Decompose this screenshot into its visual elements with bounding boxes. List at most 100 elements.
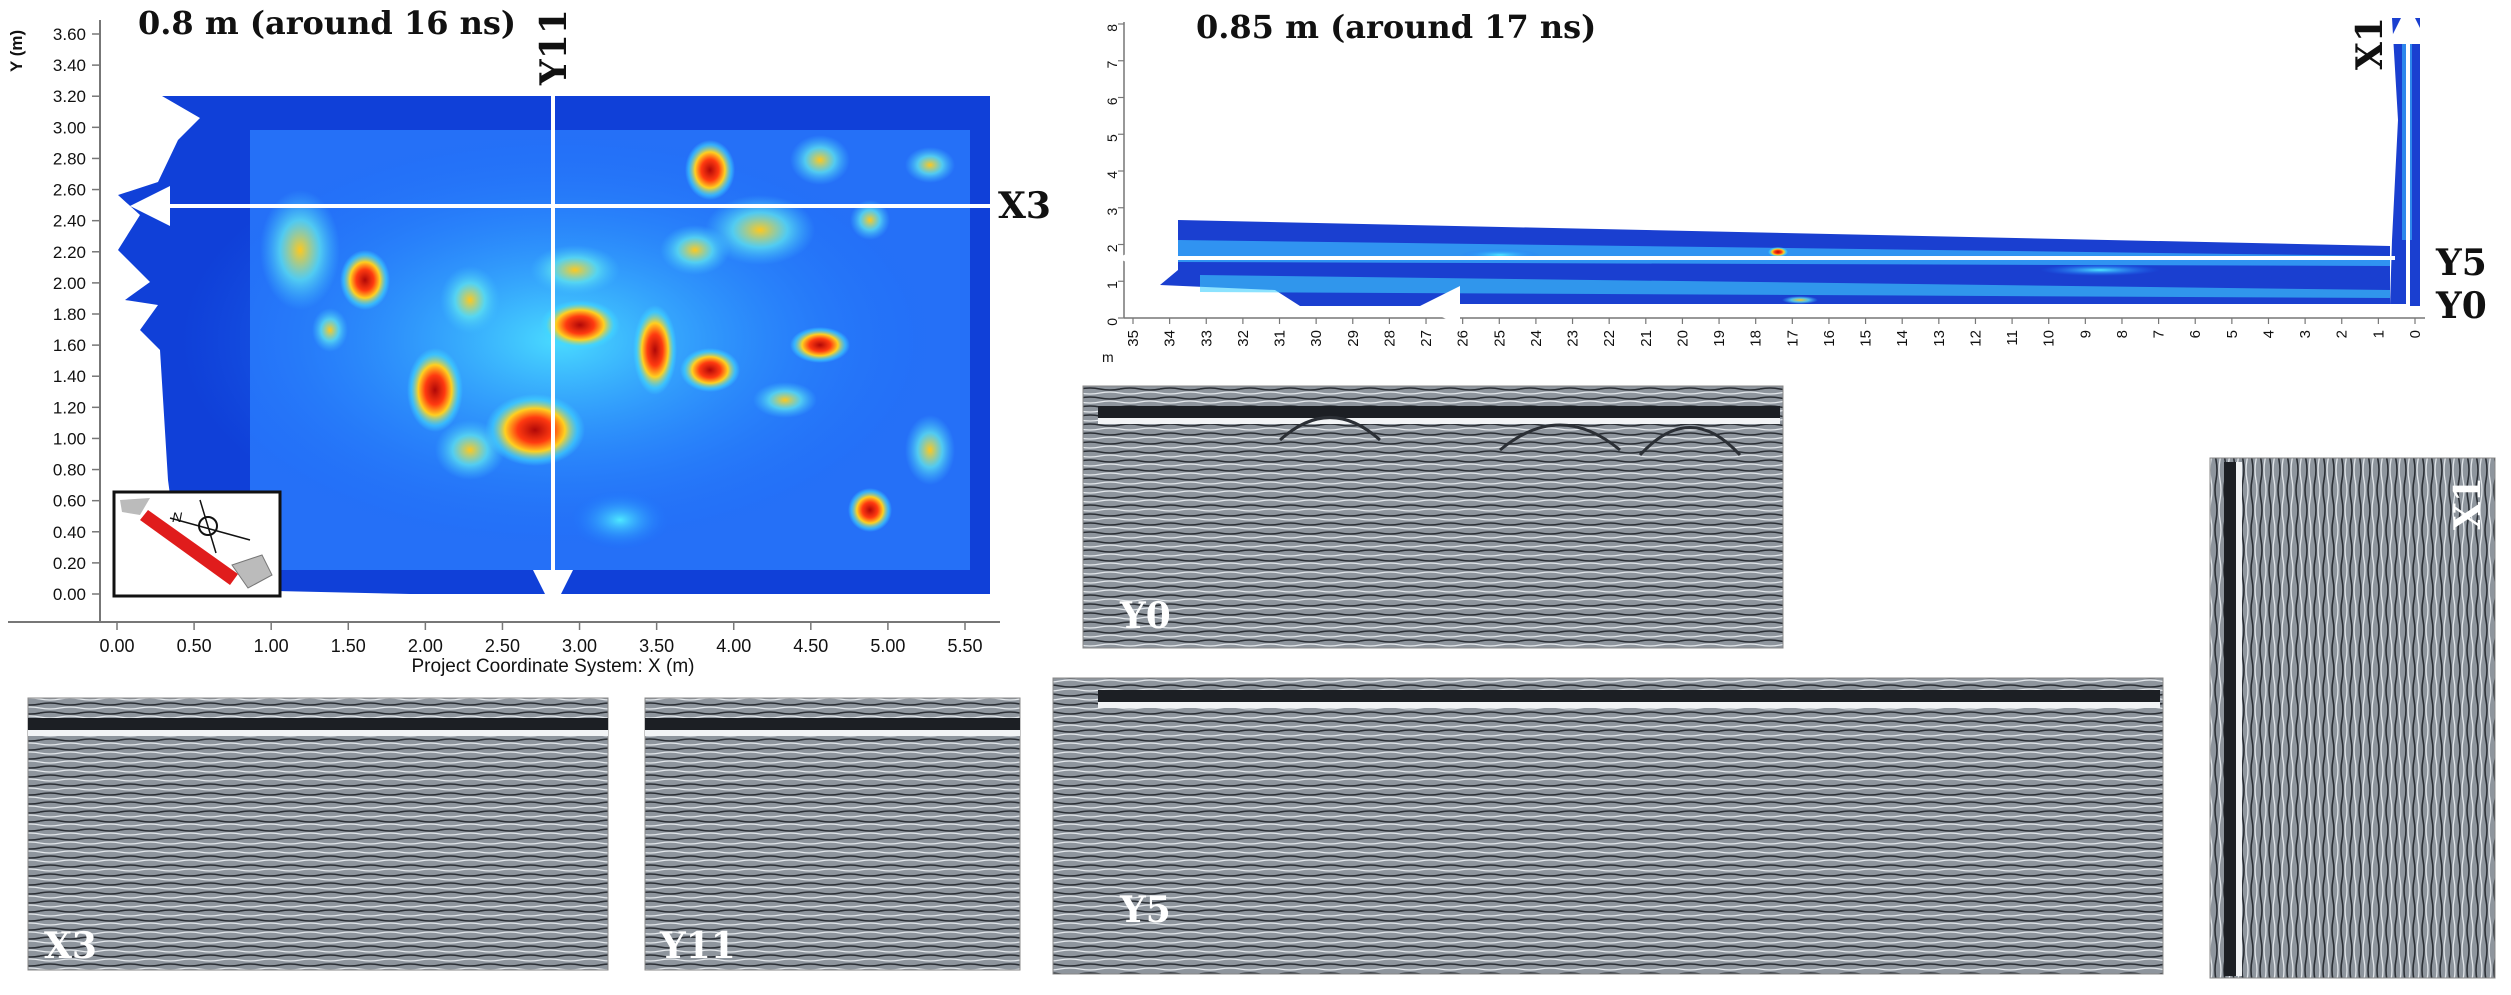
right-map-x-tick-label: 24 — [1528, 330, 1545, 347]
right-map-x-tick-label: 27 — [1418, 330, 1435, 347]
right-map-x-tick-label: 31 — [1272, 330, 1289, 347]
left-map-x-tick-label: 2.00 — [408, 636, 443, 656]
right-map-y-tick-label: 7 — [1104, 61, 1120, 69]
right-map-x-tick-label: 18 — [1748, 330, 1765, 347]
right-map-x-tick-label: 8 — [2114, 330, 2131, 338]
right-map-heat-strip — [1160, 18, 2420, 306]
right-map-x-tick-label: 25 — [1491, 330, 1508, 347]
right-map-x-tick-label: 16 — [1821, 330, 1838, 347]
right-map-x-tick-label: 15 — [1858, 330, 1875, 347]
left-map-y-tick-label: 3.20 — [53, 87, 86, 106]
left-map-x-tick-label: 2.50 — [485, 636, 520, 656]
right-map-x-tick-label: 28 — [1381, 330, 1398, 347]
left-map-y-axis-label: Y (m) — [7, 30, 26, 72]
right-map-x-tick-label: 5 — [2224, 330, 2241, 338]
right-map-y-tick-label: 4 — [1104, 171, 1120, 179]
left-map-y-tick-label: 3.60 — [53, 25, 86, 44]
right-map-x-tick-label: 35 — [1125, 330, 1142, 347]
left-map-x-ticks: 0.00 0.50 1.00 1.50 2.00 2.50 3.00 3.50 4.00 4.50… — [99, 622, 983, 656]
right-map-x-tick-label: 13 — [1931, 330, 1948, 347]
left-map-y-tick-label: 0.60 — [53, 492, 86, 511]
inset-north-label: N — [172, 509, 183, 525]
left-map-y-tick-label: 0.80 — [53, 461, 86, 480]
right-map-x-ticks: 35 34 33 32 31 30 29 28 27 26 25 24 23 22 21 20 19 18 17 16… — [1125, 318, 2424, 347]
right-map-y-ticks: 8 7 6 5 4 3 2 1 0 — [1104, 23, 1124, 326]
left-map-y-tick-label: 2.60 — [53, 181, 86, 200]
left-map-y-tick-label: 1.40 — [53, 367, 86, 386]
right-map-x-tick-label: 30 — [1308, 330, 1325, 347]
left-map-x-tick-label: 4.50 — [793, 636, 828, 656]
right-map-x-tick-label: 26 — [1455, 330, 1472, 347]
profile-label-y0: Y0 — [2435, 285, 2487, 327]
radargram-label-y5: Y5 — [1119, 889, 1171, 931]
profile-label-x1: X1 — [2349, 17, 2391, 70]
right-map-x-tick-label: 2 — [2334, 330, 2351, 338]
right-map-x-tick-label: 22 — [1601, 330, 1618, 347]
radargram-x1: X1 — [2209, 457, 2496, 979]
left-map-x-tick-label: 0.00 — [99, 636, 134, 656]
radargram-y5: Y5 — [1052, 677, 2164, 975]
right-map-x-tick-label: 20 — [1674, 330, 1691, 347]
left-map-x-tick-label: 3.50 — [639, 636, 674, 656]
left-map-x-axis-label: Project Coordinate System: X (m) — [412, 656, 695, 677]
left-map-y-ticks: 3.60 3.40 3.20 3.00 2.80 2.60 2.40 2.20 2.00 1.80… — [53, 25, 100, 604]
radargram-label-x3: X3 — [44, 925, 97, 967]
right-map-x-tick-label: 29 — [1345, 330, 1362, 347]
profile-label-x3: X3 — [998, 185, 1051, 227]
right-map-x-tick-label: 6 — [2187, 330, 2204, 338]
right-map-x-tick-label: 14 — [1894, 330, 1911, 347]
right-map-x-tick-label: 3 — [2297, 330, 2314, 338]
left-map-y-tick-label: 3.40 — [53, 56, 86, 75]
radargram-y0: Y0 — [1082, 385, 1784, 649]
left-map-y-tick-label: 1.00 — [53, 429, 86, 448]
left-map-x-tick-label: 1.00 — [254, 636, 289, 656]
left-map-x-tick-label: 0.50 — [177, 636, 212, 656]
left-map-y-tick-label: 2.40 — [53, 212, 86, 231]
right-map-x-tick-label: 11 — [2004, 330, 2021, 346]
radargram-label-x1: X1 — [2447, 477, 2489, 530]
right-map-x-tick-label: 23 — [1565, 330, 1582, 347]
right-map-y-tick-label: 6 — [1104, 97, 1120, 105]
right-map-x-tick-label: 10 — [2041, 330, 2058, 347]
right-map-x-tick-label: 1 — [2370, 330, 2387, 338]
left-map-y-tick-label: 1.60 — [53, 336, 86, 355]
profile-label-y11: Y11 — [533, 9, 575, 86]
radargram-label-y11: Y11 — [659, 925, 736, 967]
right-map-x-tick-label: 32 — [1235, 330, 1252, 347]
profile-label-y5: Y5 — [2435, 242, 2487, 284]
left-map-y-tick-label: 2.00 — [53, 274, 86, 293]
left-map-x-tick-label: 1.50 — [331, 636, 366, 656]
right-map-title: 0.85 m (around 17 ns) — [1196, 8, 1596, 46]
radargram-x3: X3 — [27, 697, 609, 971]
left-map-y-tick-label: 2.20 — [53, 243, 86, 262]
right-map-y-tick-label: 1 — [1104, 281, 1120, 289]
right-map-x-tick-label: 9 — [2077, 330, 2094, 338]
right-map-x-tick-label: 7 — [2151, 330, 2168, 338]
right-map-x-tick-label: 4 — [2260, 330, 2277, 338]
left-map-x-tick-label: 5.50 — [947, 636, 982, 656]
right-map-y-tick-label: 2 — [1104, 244, 1120, 252]
right-map-x-tick-label: 17 — [1784, 330, 1801, 347]
right-map-x-tick-label: 21 — [1638, 330, 1655, 347]
site-location-inset: N — [112, 490, 282, 598]
left-map-y-tick-label: 1.20 — [53, 398, 86, 417]
left-map-y-tick-label: 1.80 — [53, 305, 86, 324]
left-map-y-tick-label: 0.00 — [53, 585, 86, 604]
right-map-y-tick-label: 0 — [1104, 318, 1120, 326]
right-map-x-unit: m — [1102, 349, 1114, 365]
right-map-x-tick-label: 33 — [1198, 330, 1215, 347]
left-map-y-tick-label: 0.20 — [53, 554, 86, 573]
radargram-label-y0: Y0 — [1119, 595, 1171, 637]
left-map-x-tick-label: 4.00 — [716, 636, 751, 656]
right-map-x-tick-label: 34 — [1162, 330, 1179, 347]
left-map-x-tick-label: 3.00 — [562, 636, 597, 656]
right-map-x-tick-label: 19 — [1711, 330, 1728, 347]
left-depth-slice-map: 3.60 3.40 3.20 3.00 2.80 2.60 2.40 2.20 2.00 1.80… — [7, 4, 1051, 677]
left-map-title: 0.8 m (around 16 ns) — [138, 4, 516, 42]
right-map-y-tick-label: 8 — [1104, 24, 1120, 32]
left-map-y-tick-label: 0.40 — [53, 523, 86, 542]
left-map-y-tick-label: 2.80 — [53, 149, 86, 168]
left-map-y-tick-label: 3.00 — [53, 118, 86, 137]
